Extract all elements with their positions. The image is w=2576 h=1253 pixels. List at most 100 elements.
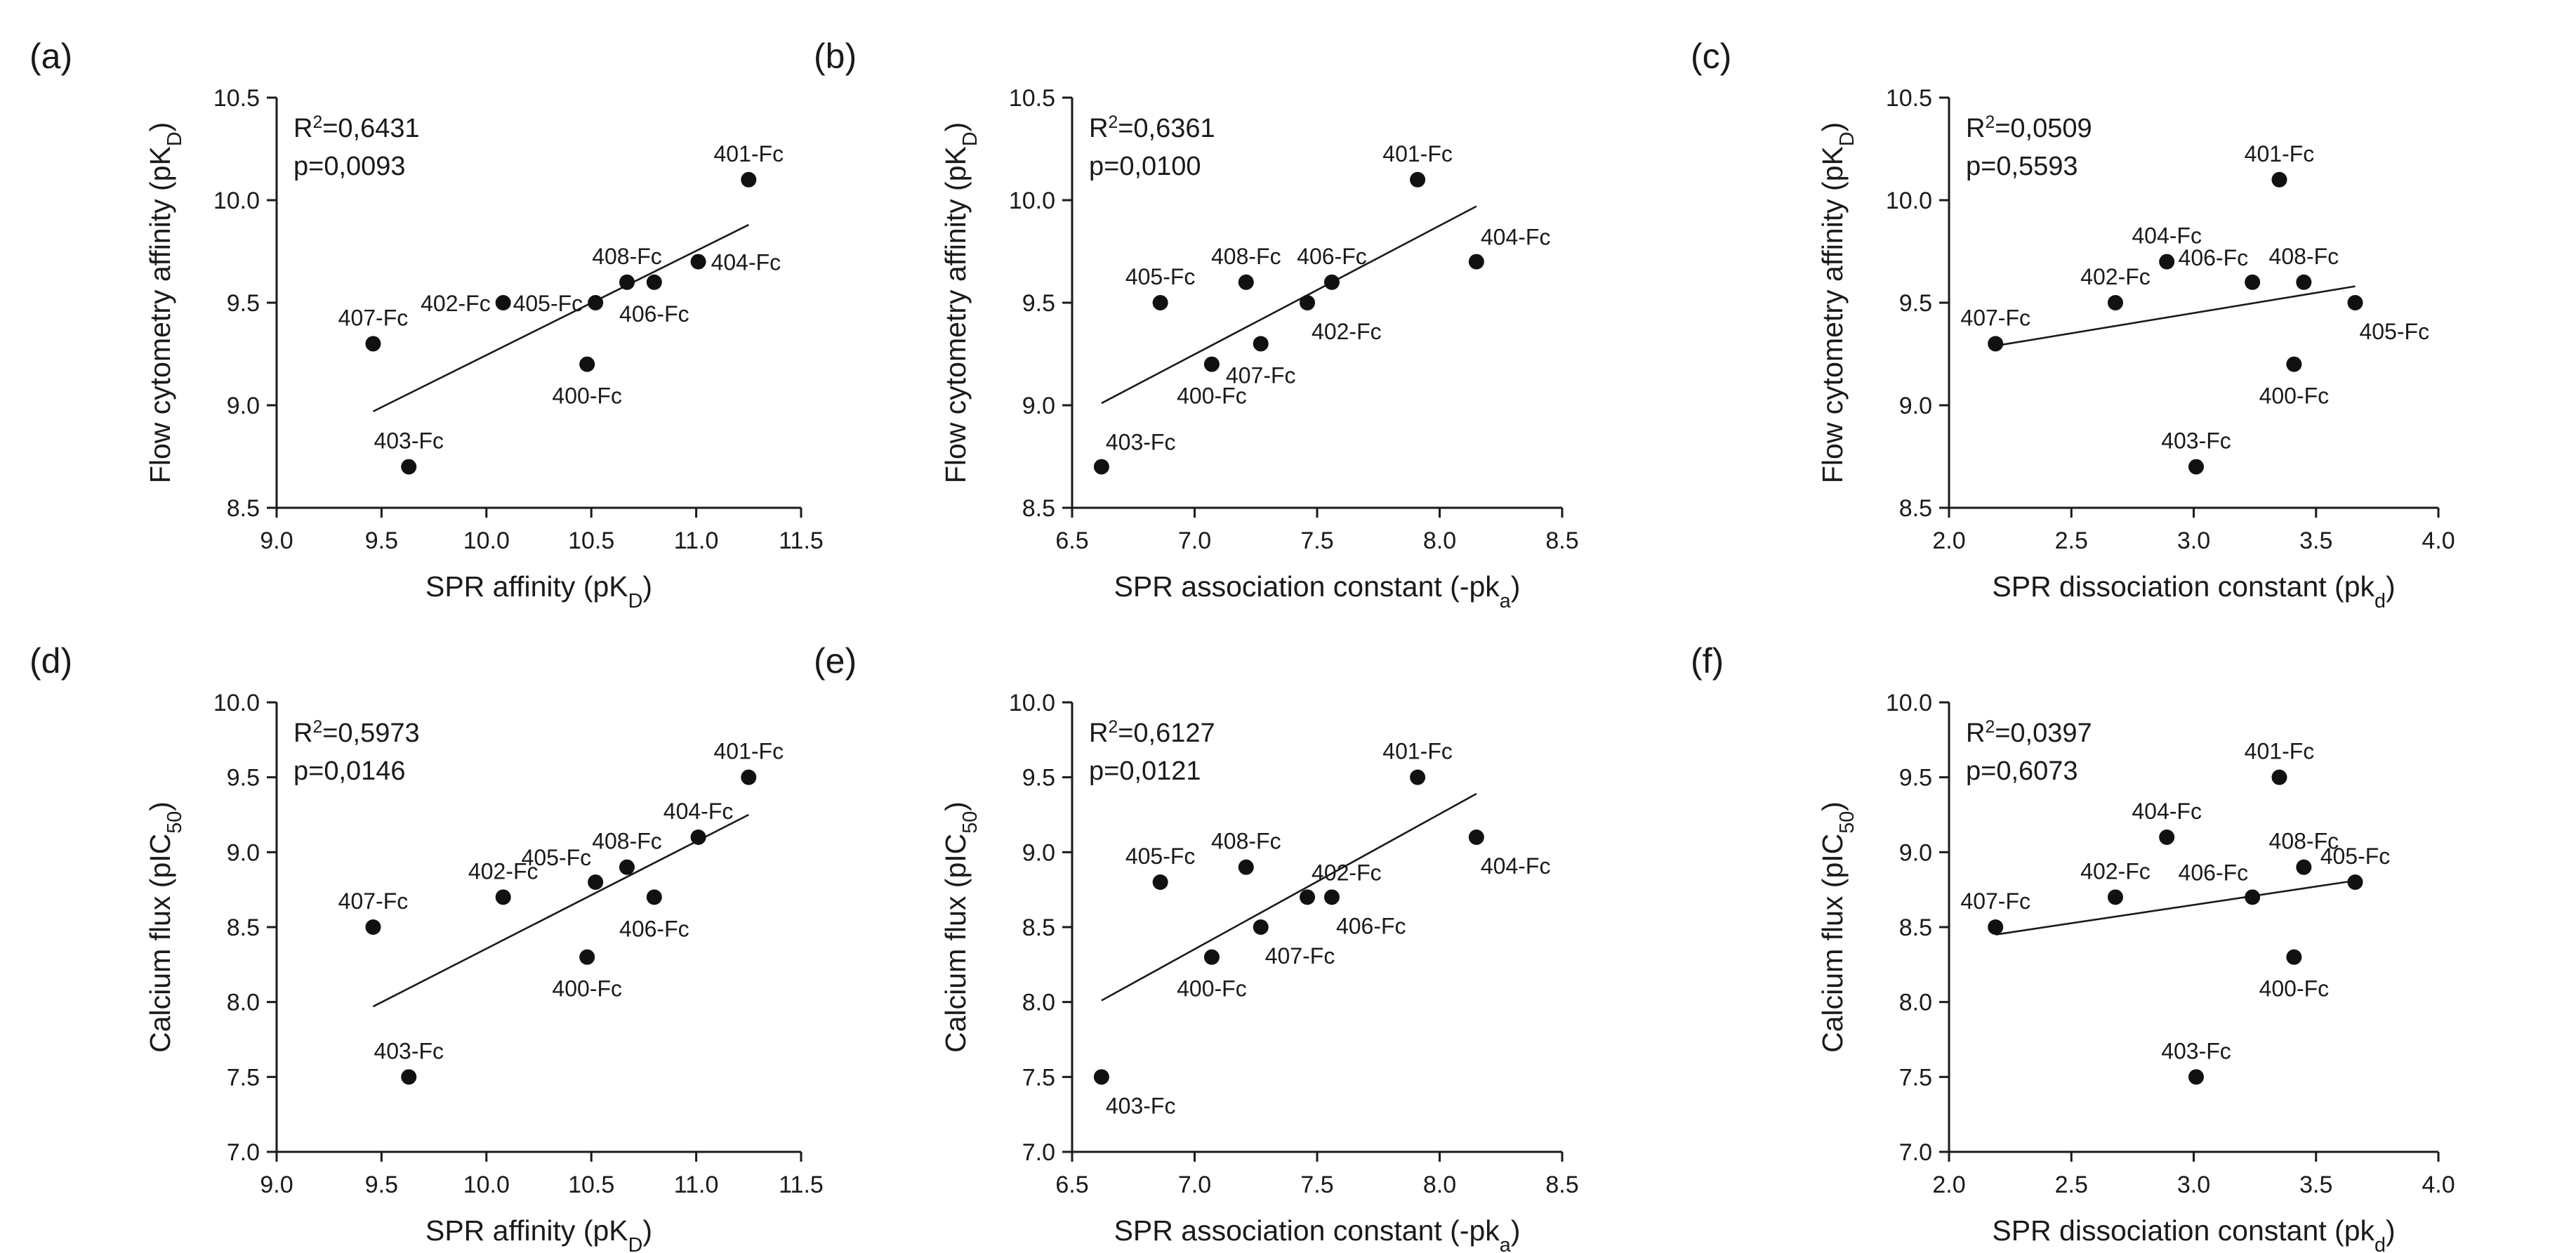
data-point [2188, 1069, 2204, 1085]
x-tick-label: 11.0 [674, 1172, 719, 1198]
x-tick-label: 10.5 [568, 527, 614, 554]
y-axis-title: Flow cytometry affinity (pKD) [939, 122, 982, 483]
data-point [1323, 889, 1340, 905]
point-label: 401-Fc [1382, 141, 1453, 166]
data-point [2271, 171, 2287, 188]
x-tick-label: 6.5 [1055, 527, 1088, 554]
y-axis-title: Calcium flux (pIC50) [939, 801, 982, 1053]
y-tick-label: 10.0 [1009, 188, 1055, 214]
x-tick-label: 11.0 [674, 527, 719, 554]
y-tick-label: 8.0 [1899, 990, 1932, 1016]
point-label: 402-Fc [2080, 858, 2151, 884]
x-tick-label: 9.5 [365, 527, 398, 554]
x-tick-label: 2.5 [2055, 1172, 2088, 1198]
y-tick-label: 9.5 [1022, 765, 1055, 792]
data-point [1253, 336, 1269, 352]
point-label: 408-Fc [1211, 829, 1281, 854]
data-point [2271, 769, 2287, 785]
data-point [495, 295, 511, 310]
x-tick-label: 7.0 [1178, 1172, 1211, 1198]
x-axis-title: SPR affinity (pKD) [425, 1214, 652, 1253]
data-point [646, 889, 662, 905]
regression-line [372, 223, 749, 412]
point-label: 403-Fc [374, 1038, 444, 1063]
data-point [2107, 295, 2123, 310]
x-tick-label: 8.0 [1423, 1172, 1456, 1198]
data-point [1300, 295, 1316, 310]
data-point [1152, 295, 1168, 310]
data-point [495, 889, 511, 905]
panel-letter: (e) [814, 641, 857, 681]
panel-letter: (f) [1691, 641, 1724, 681]
p-value-label: p=0,6073 [1966, 756, 2078, 786]
y-tick-label: 10.5 [213, 85, 260, 112]
point-label: 403-Fc [1106, 430, 1176, 455]
y-tick-label: 10.0 [213, 188, 260, 214]
y-tick-label: 7.5 [1022, 1064, 1055, 1091]
point-label: 407-Fc [1960, 305, 2030, 330]
point-label: 401-Fc [714, 739, 784, 764]
y-tick-label: 7.0 [1899, 1139, 1932, 1166]
point-label: 404-Fc [711, 250, 781, 275]
y-tick-label: 10.5 [1009, 85, 1055, 112]
r-squared-label: R2=0,6361 [1089, 113, 1215, 144]
point-label: 405-Fc [2360, 319, 2430, 344]
point-label: 405-Fc [1125, 844, 1196, 869]
y-tick-label: 9.0 [227, 393, 260, 419]
y-tick-label: 10.0 [1886, 690, 1932, 716]
panel-letter: (c) [1691, 37, 1731, 76]
y-tick-label: 10.0 [213, 690, 260, 716]
y-tick-label: 8.5 [227, 914, 260, 941]
point-label: 406-Fc [1297, 244, 1367, 269]
data-point [1093, 459, 1109, 475]
point-label: 407-Fc [338, 305, 409, 330]
x-tick-label: 4.0 [2422, 527, 2455, 554]
x-axis-title: SPR association constant (-pka) [1114, 570, 1521, 612]
y-tick-label: 9.5 [1899, 290, 1932, 317]
point-label: 404-Fc [2132, 223, 2202, 249]
x-tick-label: 11.5 [779, 1172, 824, 1198]
panel-e: (e)6.5 7.0 7.5 8.0 8.57.07.58.08.59.09.510.0… [814, 641, 1579, 1253]
data-point [619, 274, 635, 290]
y-tick-label: 8.0 [227, 990, 260, 1016]
x-tick-label: 3.0 [2177, 1172, 2210, 1198]
data-point [2296, 274, 2312, 290]
x-tick-label: 9.5 [365, 1172, 398, 1198]
y-axis-title: Flow cytometry affinity (pKD) [144, 122, 186, 483]
point-label: 407-Fc [1960, 888, 2030, 914]
x-tick-label: 3.5 [2299, 527, 2332, 554]
point-label: 401-Fc [2245, 141, 2315, 166]
panel-a: (a)9.0 9.5 10.0 10.5 11.0 11.58.59.09.510.010… [29, 37, 824, 612]
point-label: 407-Fc [1226, 362, 1296, 388]
r-squared-label: R2=0,0509 [1966, 113, 2092, 144]
data-point [690, 829, 706, 845]
point-label: 401-Fc [1382, 739, 1453, 764]
point-label: 401-Fc [2245, 739, 2315, 764]
point-label: 400-Fc [1177, 383, 1247, 409]
data-point [646, 274, 662, 290]
panel-d: (d) 9.0 9.5 10.0 10.5 11.0 11.5 7.0 7.5 8.0 8.5 9.0… [29, 641, 824, 1253]
data-point [365, 336, 381, 352]
y-tick-label: 10.0 [1009, 690, 1055, 716]
point-label: 405-Fc [522, 845, 592, 870]
x-tick-label: 3.5 [2299, 1172, 2332, 1198]
point-label: 404-Fc [663, 799, 734, 824]
y-tick-label: 9.0 [1022, 839, 1055, 866]
data-point [619, 859, 635, 875]
data-point [588, 295, 604, 310]
x-tick-label: 8.0 [1423, 527, 1456, 554]
panel-letter: (d) [29, 641, 72, 681]
panel-b: (b) 6.5 7.0 7.5 8.0 8.5 8.5 9.0 9.5 10.0 10.5 SPR a… [814, 37, 1579, 612]
point-label: 402-Fc [421, 291, 491, 316]
data-point [741, 171, 757, 188]
data-point [690, 254, 706, 270]
y-tick-label: 7.5 [227, 1064, 260, 1091]
data-point [579, 356, 595, 372]
x-tick-label: 2.0 [1932, 1172, 1965, 1198]
r-squared-label: R2=0,5973 [293, 718, 420, 749]
regression-line [372, 813, 749, 1008]
point-label: 402-Fc [2080, 264, 2151, 289]
point-label: 400-Fc [1177, 976, 1247, 1002]
y-tick-label: 10.5 [1886, 85, 1932, 112]
point-label: 406-Fc [1336, 913, 1406, 938]
